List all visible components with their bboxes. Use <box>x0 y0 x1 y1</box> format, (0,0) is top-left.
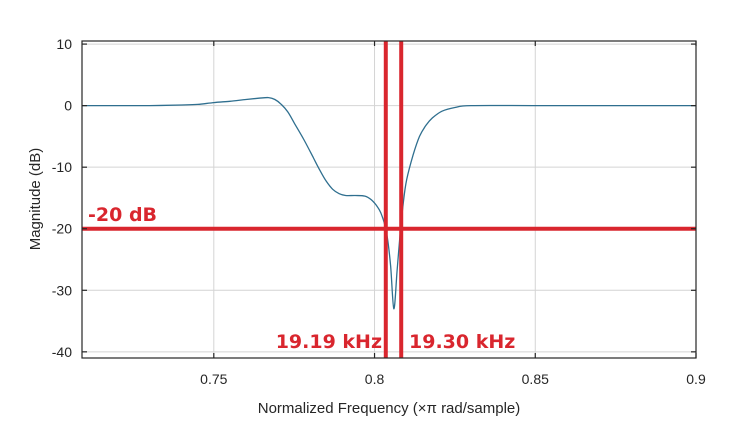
x-axis-label: Normalized Frequency (×π rad/sample) <box>258 400 521 417</box>
hline-label: -20 dB <box>88 204 157 226</box>
series-layer <box>81 96 696 310</box>
tick-labels: 0.75 0.8 0.85 0.9 10 0 -10 -20 -30 -40 <box>52 36 706 387</box>
x-tick-label: 0.85 <box>522 371 549 387</box>
y-tick-label: 10 <box>56 36 72 52</box>
y-tick-label: 0 <box>64 98 72 114</box>
y-tick-label: -10 <box>52 159 72 175</box>
y-axis-label: Magnitude (dB) <box>27 148 44 251</box>
series-line-magnitude <box>81 96 696 310</box>
x-tick-label: 0.75 <box>200 371 227 387</box>
y-tick-label: -40 <box>52 344 72 360</box>
vline-label-right: 19.30 kHz <box>409 331 515 353</box>
x-tick-label: 0.8 <box>365 371 385 387</box>
x-tick-label: 0.9 <box>686 371 706 387</box>
axes-box <box>81 40 697 359</box>
axes <box>81 40 697 359</box>
y-tick-label: -20 <box>52 221 72 237</box>
vline-label-left: 19.19 kHz <box>276 331 382 353</box>
annotation-labels: -20 dB 19.19 kHz 19.30 kHz <box>88 204 515 353</box>
annotation-layer <box>82 41 696 358</box>
y-tick-label: -30 <box>52 282 72 298</box>
